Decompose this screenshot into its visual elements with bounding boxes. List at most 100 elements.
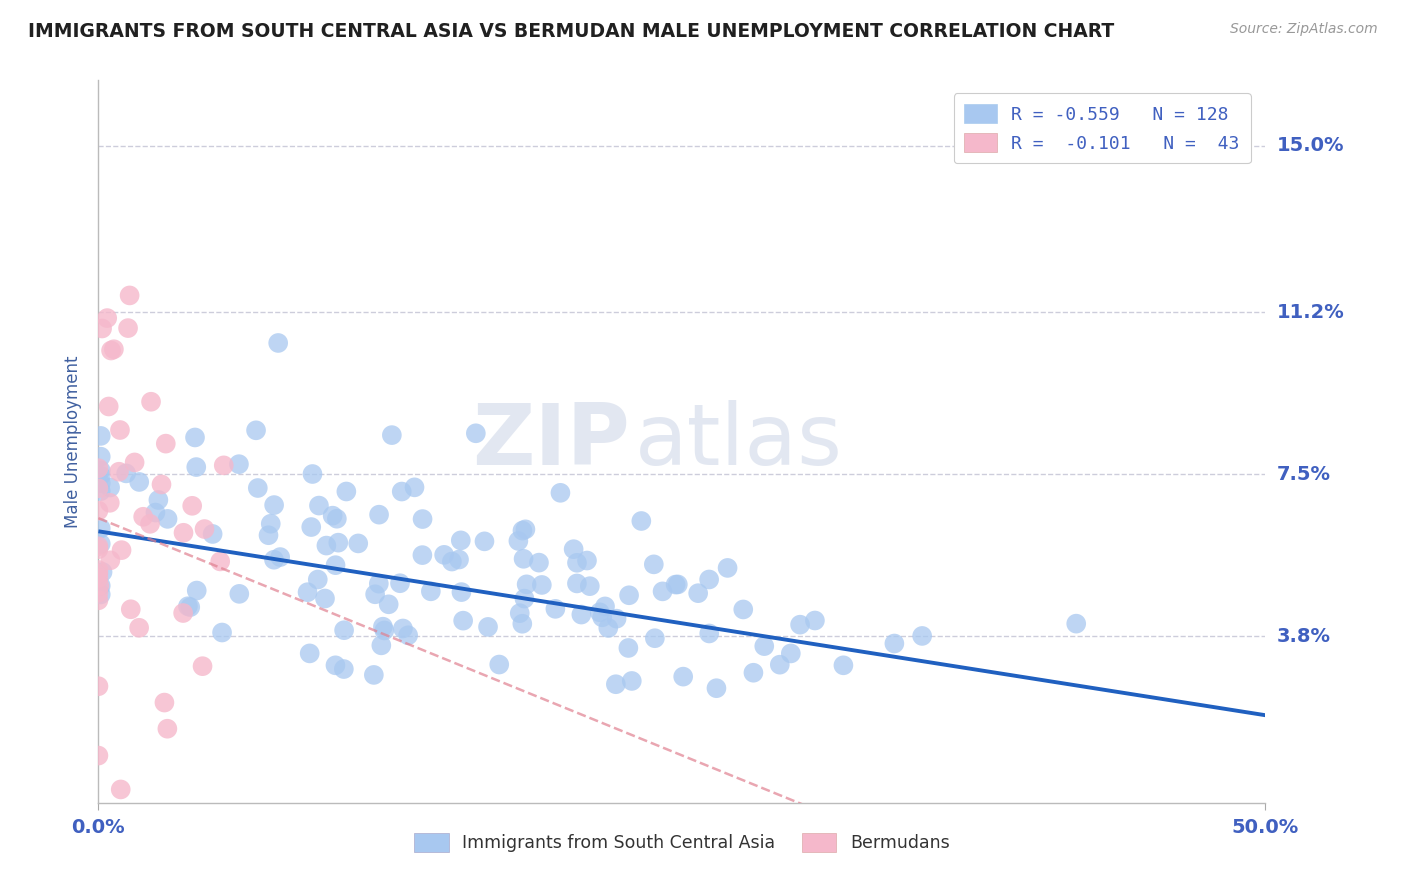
Point	[90, 484, 112, 499]
Point	[124, 455, 146, 469]
Point	[98, 481, 121, 495]
Point	[333, 624, 356, 638]
Point	[620, 673, 643, 688]
Point	[769, 657, 792, 672]
Point	[589, 605, 612, 619]
Point	[447, 552, 470, 566]
Point	[419, 584, 441, 599]
Text: ZIP: ZIP	[471, 400, 630, 483]
Point	[325, 658, 347, 673]
Point	[90, 463, 112, 477]
Point	[314, 591, 336, 606]
Point	[512, 551, 534, 566]
Point	[257, 528, 280, 542]
Point	[404, 480, 426, 494]
Point	[377, 597, 399, 611]
Point	[450, 533, 472, 548]
Point	[191, 659, 214, 673]
Point	[364, 587, 387, 601]
Point	[591, 610, 613, 624]
Point	[512, 524, 534, 538]
Text: atlas: atlas	[636, 400, 844, 483]
Point	[139, 516, 162, 531]
Point	[267, 335, 290, 350]
Point	[883, 636, 905, 650]
Point	[569, 607, 592, 622]
Text: IMMIGRANTS FROM SOUTH CENTRAL ASIA VS BERMUDAN MALE UNEMPLOYMENT CORRELATION CHA: IMMIGRANTS FROM SOUTH CENTRAL ASIA VS BE…	[28, 22, 1115, 41]
Point	[335, 484, 357, 499]
Point	[110, 543, 132, 558]
Point	[373, 624, 395, 638]
Point	[565, 576, 588, 591]
Point	[87, 504, 110, 518]
Point	[90, 476, 112, 491]
Point	[260, 516, 283, 531]
Point	[115, 467, 138, 481]
Point	[333, 662, 356, 676]
Point	[605, 677, 627, 691]
Point	[91, 565, 114, 579]
Point	[464, 426, 486, 441]
Point	[733, 602, 755, 616]
Point	[87, 461, 110, 475]
Point	[87, 566, 110, 581]
Point	[184, 430, 207, 444]
Point	[89, 579, 111, 593]
Text: 7.5%: 7.5%	[1277, 465, 1330, 483]
Point	[228, 457, 250, 471]
Point	[100, 343, 122, 358]
Point	[322, 508, 344, 523]
Point	[477, 620, 499, 634]
Point	[156, 512, 179, 526]
Text: 3.8%: 3.8%	[1277, 627, 1330, 646]
Point	[706, 681, 728, 696]
Point	[450, 585, 472, 599]
Point	[315, 539, 337, 553]
Point	[630, 514, 652, 528]
Point	[688, 586, 710, 600]
Point	[301, 467, 323, 481]
Point	[911, 629, 934, 643]
Point	[155, 436, 177, 450]
Point	[527, 556, 550, 570]
Point	[789, 617, 811, 632]
Point	[128, 621, 150, 635]
Point	[145, 506, 167, 520]
Point	[565, 556, 588, 570]
Point	[544, 602, 567, 616]
Point	[299, 520, 322, 534]
Point	[117, 321, 139, 335]
Point	[510, 616, 533, 631]
Point	[150, 477, 173, 491]
Point	[392, 622, 415, 636]
Point	[298, 647, 321, 661]
Text: 11.2%: 11.2%	[1277, 303, 1344, 322]
Point	[606, 612, 628, 626]
Point	[179, 600, 201, 615]
Point	[156, 722, 179, 736]
Point	[108, 465, 131, 479]
Point	[754, 639, 776, 653]
Point	[103, 343, 125, 357]
Point	[371, 620, 394, 634]
Point	[1064, 616, 1087, 631]
Point	[326, 512, 349, 526]
Point	[128, 475, 150, 489]
Point	[530, 578, 553, 592]
Point	[307, 573, 329, 587]
Point	[90, 579, 112, 593]
Point	[98, 496, 121, 510]
Point	[644, 631, 666, 645]
Point	[87, 571, 110, 585]
Legend: Immigrants from South Central Asia, Bermudans: Immigrants from South Central Asia, Berm…	[406, 826, 957, 859]
Point	[697, 573, 720, 587]
Point	[173, 525, 195, 540]
Point	[347, 536, 370, 550]
Point	[87, 542, 110, 557]
Point	[98, 553, 121, 567]
Point	[779, 647, 801, 661]
Point	[212, 458, 235, 473]
Point	[87, 585, 110, 599]
Point	[516, 577, 538, 591]
Point	[370, 638, 392, 652]
